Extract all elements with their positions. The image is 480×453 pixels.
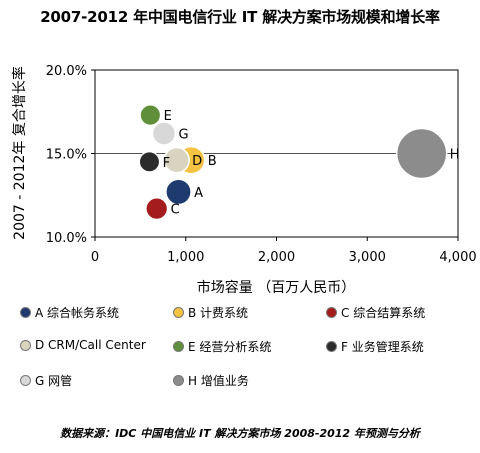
x-tick-label: 0 bbox=[91, 250, 99, 265]
legend-item-e: E 经营分析系统 bbox=[173, 338, 271, 355]
bubble-label-e: E bbox=[164, 109, 172, 124]
bubble-h bbox=[395, 127, 448, 180]
bubble-c bbox=[145, 196, 169, 221]
bubble-a bbox=[165, 178, 192, 206]
legend-marker bbox=[20, 339, 31, 351]
legend-marker bbox=[326, 307, 337, 318]
legend-item-f: F 业务管理系统 bbox=[326, 338, 424, 355]
bubble-label-g: G bbox=[178, 127, 188, 142]
bubble-label-h: H bbox=[450, 148, 460, 163]
legend-label: D CRM/Call Center bbox=[35, 338, 146, 352]
legend-marker bbox=[20, 375, 31, 386]
legend-item-a: A 综合帐务系统 bbox=[20, 304, 119, 321]
y-tick-label: 20.0% bbox=[46, 64, 87, 79]
data-source-note: 数据来源：IDC 中国电信业 IT 解决方案市场 2008-2012 年预测与分… bbox=[60, 427, 420, 440]
bubble-e bbox=[139, 104, 162, 127]
bubble-f bbox=[138, 150, 161, 173]
legend-marker bbox=[326, 341, 337, 352]
x-tick-label: 1,000 bbox=[167, 250, 204, 265]
y-tick-label: 10.0% bbox=[46, 231, 87, 246]
chart-title: 2007-2012 年中国电信行业 IT 解决方案市场规模和增长率 bbox=[40, 8, 440, 26]
legend-item-c: C 综合结算系统 bbox=[326, 304, 425, 321]
bubble-label-a: A bbox=[194, 186, 203, 201]
legend-item-g: G 网管 bbox=[20, 372, 72, 389]
legend-marker bbox=[20, 307, 31, 318]
bubble-d bbox=[163, 146, 190, 174]
y-axis-title: 2007 - 2012年 复合增长率 bbox=[11, 66, 28, 240]
legend-label: F 业务管理系统 bbox=[341, 340, 424, 354]
x-tick-label: 2,000 bbox=[258, 250, 295, 265]
x-axis-title: 市场容量 （百万人民币） bbox=[197, 279, 355, 296]
bubble-label-d: D bbox=[192, 154, 202, 169]
bubble-g bbox=[151, 121, 177, 146]
legend-label: E 经营分析系统 bbox=[188, 340, 272, 354]
legend-item-h: H 增值业务 bbox=[173, 372, 249, 389]
legend-label: H 增值业务 bbox=[188, 374, 249, 388]
y-tick-label: 15.0% bbox=[46, 148, 87, 163]
legend-item-b: B 计费系统 bbox=[173, 304, 248, 321]
legend-label: G 网管 bbox=[35, 374, 73, 388]
x-tick-label: 4,000 bbox=[439, 250, 476, 265]
bubble-label-b: B bbox=[208, 154, 217, 169]
legend-label: C 综合结算系统 bbox=[341, 306, 426, 320]
legend-marker bbox=[173, 307, 184, 318]
bubble-label-c: C bbox=[171, 203, 180, 218]
legend-label: B 计费系统 bbox=[188, 306, 249, 320]
legend-item-d: D CRM/Call Center bbox=[20, 338, 146, 352]
x-tick-label: 3,000 bbox=[349, 250, 386, 265]
legend-label: A 综合帐务系统 bbox=[35, 306, 120, 320]
bubble-chart: 10.0% 15.0% 20.0% 0 1,000 2,000 3,000 4,000 A B… bbox=[11, 64, 477, 296]
legend-marker bbox=[173, 341, 184, 352]
legend-marker bbox=[173, 375, 184, 386]
bubble-label-f: F bbox=[163, 156, 170, 171]
